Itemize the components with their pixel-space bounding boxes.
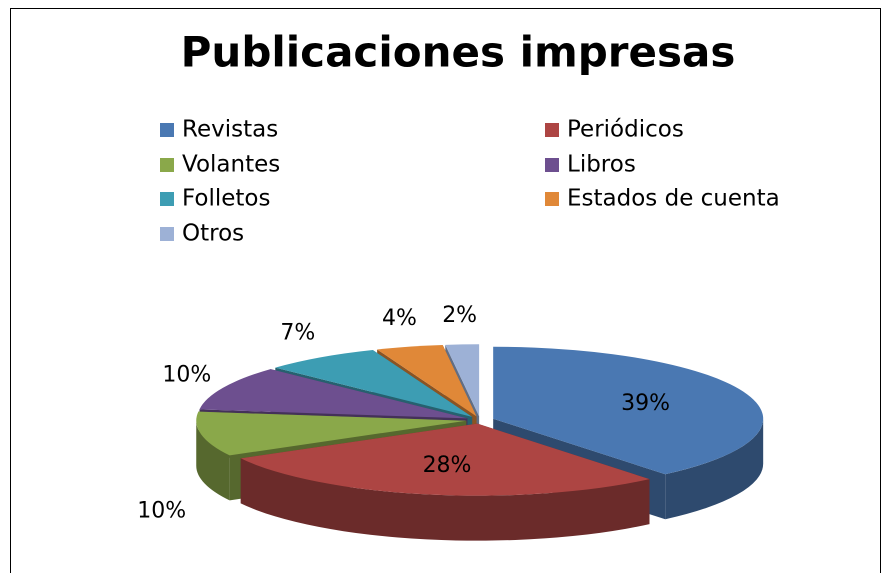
legend-swatch — [545, 192, 559, 206]
legend-swatch — [160, 192, 174, 206]
legend-label: Folletos — [182, 186, 271, 212]
slice-wall — [240, 458, 650, 541]
data-label: 2% — [442, 303, 477, 328]
data-label: 28% — [423, 453, 472, 478]
pie-slice — [199, 369, 468, 419]
slice-wall — [665, 418, 764, 520]
legend-label: Volantes — [182, 152, 280, 178]
legend-label: Otros — [182, 221, 244, 247]
legend-label: Periódicos — [567, 117, 684, 143]
data-label: 10% — [162, 363, 211, 388]
legend-swatch — [545, 123, 559, 137]
legend-swatch — [160, 123, 174, 137]
legend-label: Revistas — [182, 117, 278, 143]
legend-swatch — [160, 227, 174, 241]
data-label: 10% — [137, 499, 186, 524]
legend-swatch — [545, 158, 559, 172]
slice-wall — [196, 420, 230, 501]
pie-slice — [240, 423, 650, 496]
pie-slice — [493, 346, 764, 475]
data-label: 39% — [621, 391, 670, 416]
legend-swatch — [160, 158, 174, 172]
legend-label: Estados de cuenta — [567, 186, 780, 212]
pie-slice — [377, 344, 477, 417]
data-label: 4% — [382, 306, 417, 331]
legend-label: Libros — [567, 152, 636, 178]
data-label: 7% — [280, 321, 315, 346]
chart-title: Publicaciones impresas — [181, 28, 736, 77]
pie-slice — [196, 411, 467, 456]
pie-slice — [445, 344, 480, 417]
pie-slice — [275, 349, 473, 417]
